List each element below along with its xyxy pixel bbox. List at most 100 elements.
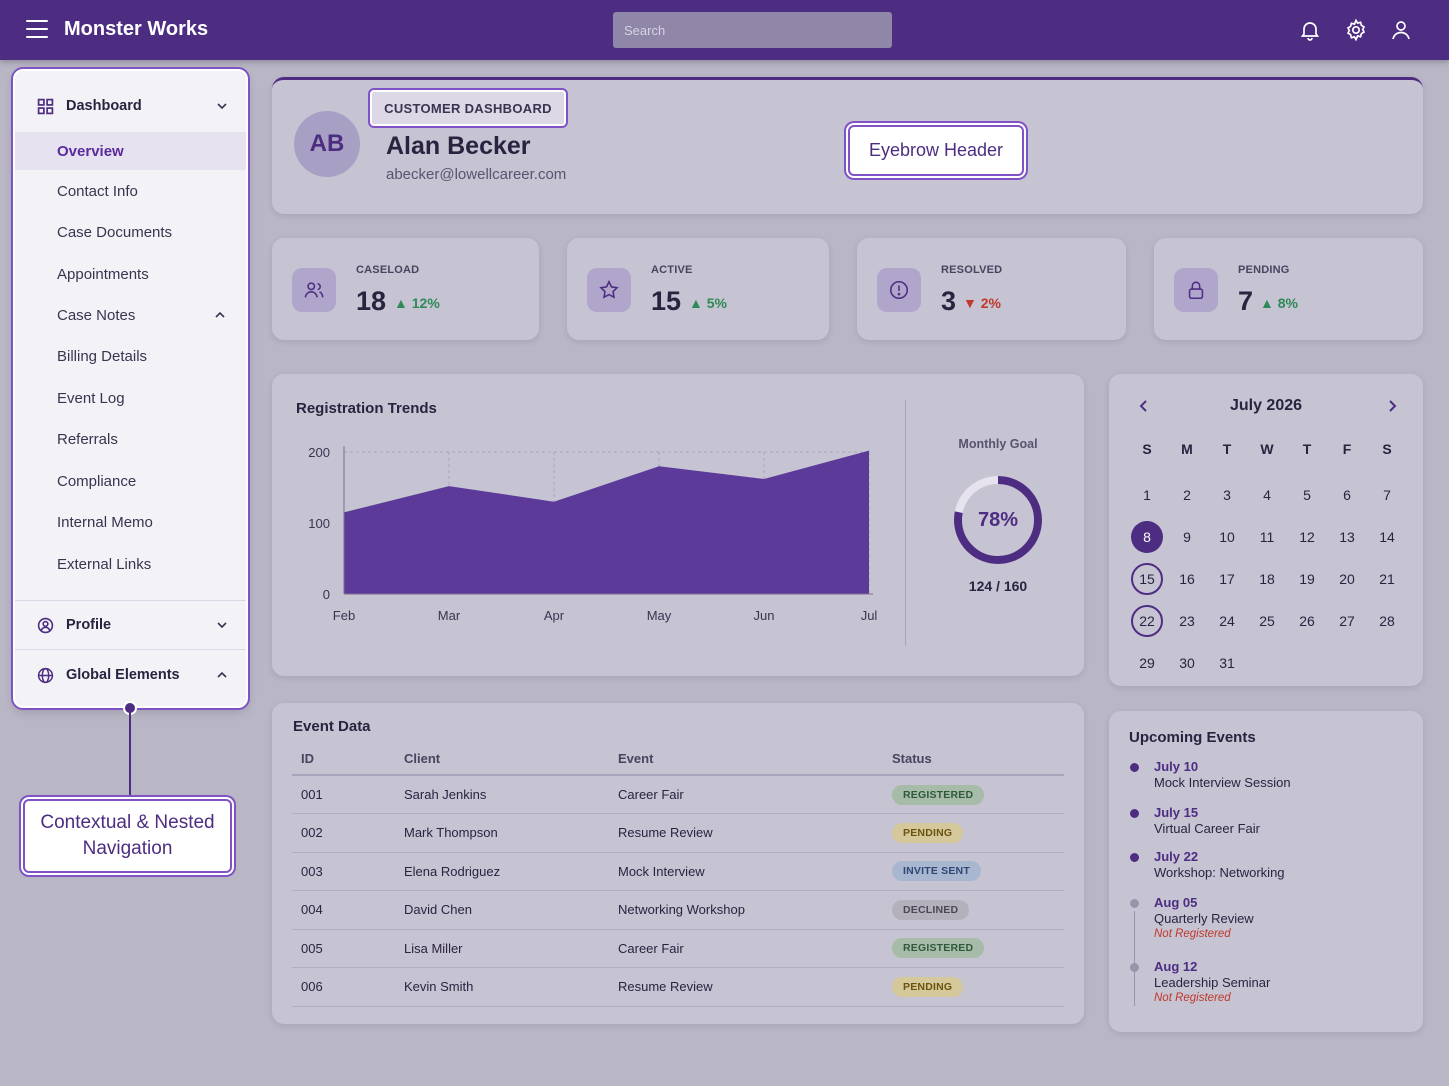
calendar-day[interactable]: 18 bbox=[1259, 571, 1275, 587]
calendar-day[interactable]: 16 bbox=[1179, 571, 1195, 587]
calendar-day[interactable]: 17 bbox=[1219, 571, 1235, 587]
y-tick-label: 200 bbox=[308, 445, 330, 460]
sidebar-item-external-links[interactable]: External Links bbox=[57, 555, 152, 573]
calendar-day[interactable]: 4 bbox=[1263, 487, 1271, 503]
cell-id: 006 bbox=[292, 967, 395, 1007]
table-row[interactable]: 005 Lisa Miller Career Fair REGISTERED bbox=[292, 929, 1064, 968]
calendar-day[interactable]: 6 bbox=[1343, 487, 1351, 503]
sidebar-item-case-notes[interactable]: Case Notes bbox=[15, 296, 246, 334]
event-date[interactable]: Aug 12 bbox=[1154, 959, 1198, 974]
gear-icon[interactable] bbox=[1344, 18, 1368, 42]
sidebar-item-event-log[interactable]: Event Log bbox=[57, 389, 125, 407]
status-badge: INVITE SENT bbox=[892, 861, 981, 882]
table-row[interactable]: 001 Sarah Jenkins Career Fair REGISTERED bbox=[292, 775, 1064, 814]
calendar-day[interactable]: 30 bbox=[1179, 655, 1195, 671]
calendar-day[interactable]: 14 bbox=[1379, 529, 1395, 545]
table-row[interactable]: 002 Mark Thompson Resume Review PENDING bbox=[292, 813, 1064, 853]
calendar-day[interactable]: 24 bbox=[1219, 613, 1235, 629]
calendar-day[interactable]: 13 bbox=[1339, 529, 1355, 545]
event-name[interactable]: Workshop: Networking bbox=[1154, 865, 1285, 880]
eyebrow-header: CUSTOMER DASHBOARD bbox=[370, 90, 566, 126]
column-header-status[interactable]: Status bbox=[883, 743, 1064, 776]
calendar-day[interactable]: 12 bbox=[1299, 529, 1315, 545]
sidebar-item-billing-details[interactable]: Billing Details bbox=[57, 347, 148, 365]
stat-card-active: ACTIVE 15 ▲ 5% bbox=[567, 238, 829, 340]
event-name[interactable]: Virtual Career Fair bbox=[1154, 821, 1260, 836]
column-header-event[interactable]: Event bbox=[609, 743, 883, 776]
cell-event: Mock Interview bbox=[609, 852, 883, 891]
column-header-id[interactable]: ID bbox=[292, 743, 395, 776]
stat-card-pending: PENDING 7 ▲ 8% bbox=[1154, 238, 1423, 340]
stat-value: 15 bbox=[651, 286, 682, 316]
calendar-day[interactable]: 26 bbox=[1299, 613, 1315, 629]
timeline-dot bbox=[1130, 963, 1139, 972]
calendar-day[interactable]: 29 bbox=[1139, 655, 1155, 671]
event-date[interactable]: July 10 bbox=[1154, 759, 1199, 774]
calendar-day[interactable]: 20 bbox=[1339, 571, 1355, 587]
sidebar-item-case-documents[interactable]: Case Documents bbox=[57, 223, 173, 241]
sidebar-item-overview[interactable]: Overview bbox=[15, 132, 246, 170]
event-date[interactable]: July 15 bbox=[1154, 805, 1199, 820]
event-name[interactable]: Leadership Seminar bbox=[1154, 975, 1271, 990]
calendar-day[interactable]: 22 bbox=[1131, 605, 1163, 637]
event-date[interactable]: Aug 05 bbox=[1154, 895, 1198, 910]
calendar-day[interactable]: 25 bbox=[1259, 613, 1275, 629]
calendar-day[interactable]: 19 bbox=[1299, 571, 1315, 587]
calendar-day[interactable]: 5 bbox=[1303, 487, 1311, 503]
calendar-day[interactable]: 15 bbox=[1131, 563, 1163, 595]
cell-client: Elena Rodriguez bbox=[395, 852, 609, 891]
sidebar-item-appointments[interactable]: Appointments bbox=[57, 265, 149, 283]
calendar-day[interactable]: 1 bbox=[1143, 487, 1151, 503]
calendar-day[interactable]: 27 bbox=[1339, 613, 1355, 629]
weekday-label: S bbox=[1142, 441, 1152, 457]
bell-icon[interactable] bbox=[1298, 18, 1322, 42]
chevron-right-icon[interactable] bbox=[1385, 399, 1399, 413]
calendar-day[interactable]: 10 bbox=[1219, 529, 1235, 545]
table-row[interactable]: 003 Elena Rodriguez Mock Interview INVITE S… bbox=[292, 852, 1064, 891]
sidebar-item-contact-info[interactable]: Contact Info bbox=[57, 182, 138, 200]
calendar-day[interactable]: 28 bbox=[1379, 613, 1395, 629]
event-name[interactable]: Mock Interview Session bbox=[1154, 775, 1291, 790]
calendar-day[interactable]: 3 bbox=[1223, 487, 1231, 503]
table-row[interactable]: 006 Kevin Smith Resume Review PENDING bbox=[292, 967, 1064, 1007]
customer-email[interactable]: abecker@lowellcareer.com bbox=[386, 166, 567, 183]
calendar-day[interactable]: 7 bbox=[1383, 487, 1391, 503]
calendar-day[interactable]: 23 bbox=[1179, 613, 1195, 629]
goal-percent: 78% bbox=[977, 509, 1019, 531]
calendar-day[interactable]: 8 bbox=[1131, 521, 1163, 553]
sidebar-section-profile[interactable]: Profile bbox=[15, 602, 246, 648]
chevron-up-icon bbox=[217, 671, 227, 678]
sidebar-item-compliance[interactable]: Compliance bbox=[57, 472, 137, 490]
table-header-row: ID Client Event Status bbox=[292, 743, 1064, 776]
sidebar-section-global-elements[interactable]: Global Elements bbox=[15, 652, 246, 698]
calendar-day[interactable]: 9 bbox=[1183, 529, 1191, 545]
sidebar-item-referrals[interactable]: Referrals bbox=[57, 430, 118, 448]
cell-id: 001 bbox=[292, 775, 395, 814]
sidebar-section-label: Profile bbox=[66, 617, 112, 633]
event-name[interactable]: Quarterly Review bbox=[1154, 911, 1254, 926]
stat-trend: ▲ 12% bbox=[394, 295, 440, 311]
calendar-day[interactable]: 21 bbox=[1379, 571, 1395, 587]
hamburger-menu-icon[interactable] bbox=[26, 20, 48, 38]
stat-trend: ▲ 8% bbox=[1260, 295, 1298, 311]
calendar-day[interactable]: 2 bbox=[1183, 487, 1191, 503]
stat-trend: ▲ 5% bbox=[689, 295, 727, 311]
calendar-day[interactable]: 11 bbox=[1259, 529, 1275, 545]
calendar-day[interactable]: 31 bbox=[1219, 655, 1235, 671]
stat-trend-value: 5% bbox=[706, 295, 727, 311]
cell-client: Sarah Jenkins bbox=[395, 775, 609, 814]
search-input[interactable] bbox=[613, 12, 892, 48]
weekday-label: T bbox=[1302, 441, 1312, 457]
event-date[interactable]: July 22 bbox=[1154, 849, 1199, 864]
y-tick-label: 100 bbox=[308, 516, 330, 531]
cell-status: INVITE SENT bbox=[883, 852, 1064, 891]
user-icon[interactable] bbox=[1389, 18, 1413, 42]
sidebar-section-dashboard[interactable]: Dashboard bbox=[15, 83, 246, 129]
cell-client: Lisa Miller bbox=[395, 929, 609, 968]
table-row[interactable]: 004 David Chen Networking Workshop DECLINED bbox=[292, 890, 1064, 930]
cell-client: David Chen bbox=[395, 890, 609, 930]
column-header-client[interactable]: Client bbox=[395, 743, 609, 776]
chevron-left-icon[interactable] bbox=[1137, 399, 1151, 413]
sidebar-item-internal-memo[interactable]: Internal Memo bbox=[57, 513, 153, 531]
event-note: Not Registered bbox=[1154, 928, 1231, 940]
